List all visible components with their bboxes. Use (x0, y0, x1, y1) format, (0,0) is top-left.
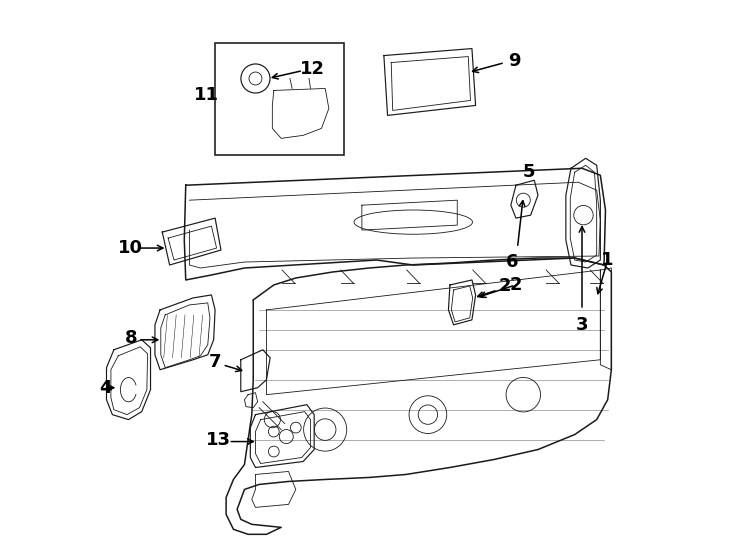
Text: 10: 10 (118, 239, 143, 257)
Text: 3: 3 (575, 316, 588, 334)
Text: 2: 2 (509, 276, 522, 294)
Text: 4: 4 (99, 379, 112, 397)
Text: 6: 6 (506, 253, 518, 271)
Text: 12: 12 (300, 59, 325, 78)
Text: 11: 11 (194, 86, 219, 104)
Text: 1: 1 (601, 251, 614, 269)
Text: 9: 9 (508, 51, 520, 70)
Text: 2: 2 (498, 277, 511, 295)
Text: 8: 8 (124, 329, 137, 347)
Bar (215, 43, 344, 156)
Text: 13: 13 (206, 430, 231, 449)
Text: 5: 5 (523, 163, 535, 181)
Text: 7: 7 (209, 353, 222, 371)
